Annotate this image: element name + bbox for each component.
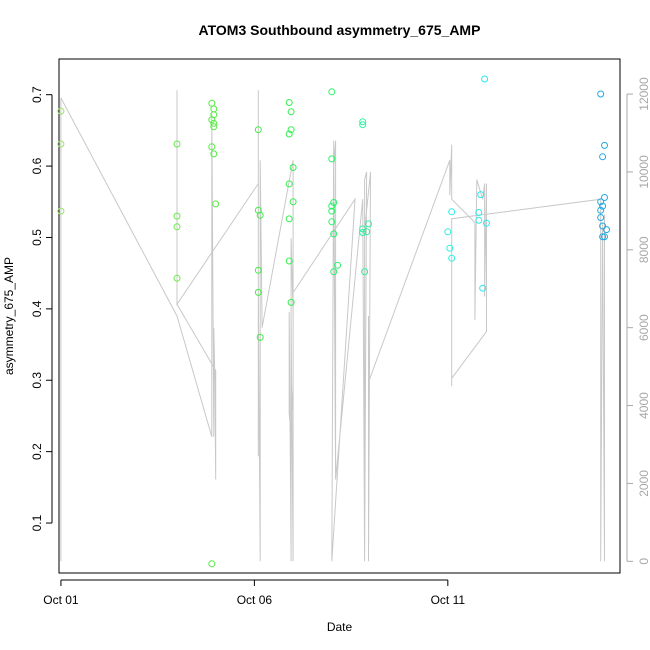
data-point [285,257,293,265]
y-tick-label: 0.5 [30,229,44,246]
data-point [328,218,336,226]
data-point [208,99,216,107]
chart-title: ATOM3 Southbound asymmetry_675_AMP [199,22,481,38]
data-point [210,119,218,127]
data-point [57,207,65,215]
y-axis-label: asymmetry_675_AMP [2,257,16,375]
y2-tick-label: 2000 [637,470,650,497]
data-point [285,99,293,106]
data-point [285,130,293,138]
y-tick-label: 0.2 [30,443,44,460]
data-point [285,180,293,188]
data-point [603,226,610,234]
data-point [361,268,369,276]
data-point [359,121,367,129]
data-point [208,116,216,124]
data-point [479,284,487,292]
y2-tick-label: 8000 [637,236,650,263]
y-axis: 0.1 0.2 0.3 0.4 0.5 0.6 0.7 [30,86,53,531]
data-point [444,228,452,236]
data-point [173,212,181,220]
data-point [363,228,371,236]
data-point [448,208,456,216]
data-point [208,143,216,151]
data-point [328,202,336,210]
x-axis-label: Date [327,620,353,634]
data-point [173,140,181,148]
data-point [57,107,65,115]
data-point [212,200,220,208]
data-point [287,108,295,116]
data-point [359,229,367,236]
data-point [285,215,293,223]
data-point [173,274,181,282]
x-axis: Oct 01 Oct 06 Oct 11 [43,579,466,607]
data-point [477,191,485,199]
y-tick-label: 0.3 [30,372,44,389]
data-point [601,141,608,149]
data-point [597,214,605,221]
y2-tick-label: 0 [637,558,650,565]
data-point [328,155,336,163]
data-point [359,118,367,126]
data-point [254,126,262,134]
data-point [481,75,489,83]
secondary-y-axis: 0 2000 4000 6000 8000 10000 12000 [626,77,650,565]
data-point [254,266,262,274]
plot-frame [58,58,621,574]
y-tick-label: 0.1 [30,514,44,531]
data-point [601,194,608,201]
data-point [365,220,372,228]
data-point [597,198,605,206]
data-point [330,230,338,238]
data-point [483,219,490,227]
data-point [210,150,218,158]
data-point [597,90,605,98]
y-tick-label: 0.7 [30,86,44,103]
data-point [210,123,218,131]
data-point [599,233,607,241]
data-point [254,288,262,296]
x-tick-label: Oct 06 [237,593,273,607]
data-point [446,244,454,252]
data-point [210,105,218,113]
data-point [328,88,336,96]
data-point [601,233,608,241]
data-point [599,222,607,230]
data-point [448,254,456,262]
data-point [289,164,297,171]
y2-tick-label: 6000 [637,314,650,341]
y2-tick-label: 10000 [637,155,650,189]
data-point [173,223,181,231]
data-point [475,209,483,216]
secondary-series-line [60,90,605,562]
data-point [57,140,65,148]
data-point [287,298,295,306]
data-point [334,261,342,269]
x-tick-label: Oct 01 [43,593,79,607]
data-point [599,153,607,161]
data-point [330,268,338,276]
secondary-series-polyline [60,90,605,562]
data-point [328,207,336,215]
data-point [287,126,295,134]
data-point [289,198,297,206]
data-point [330,199,338,206]
data-point [599,202,607,210]
y-tick-label: 0.4 [30,300,44,317]
scatter-points [57,75,610,568]
y2-tick-label: 4000 [637,392,650,419]
data-point [256,333,264,341]
y-tick-label: 0.6 [30,157,44,174]
data-point [208,560,216,568]
y2-tick-label: 12000 [637,77,650,111]
x-tick-label: Oct 11 [431,593,466,607]
data-point [597,206,605,214]
data-point [475,216,483,224]
data-point [256,211,264,219]
